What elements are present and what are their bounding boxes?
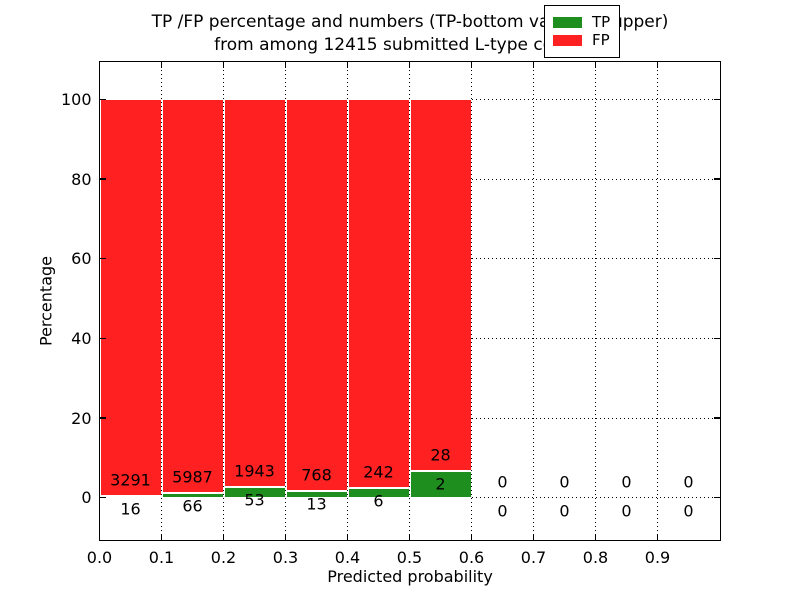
x-tick-mark-top	[98, 61, 101, 68]
y-tick-label: 80	[71, 169, 92, 189]
fp-count-label: 3291	[110, 470, 151, 490]
x-tick-mark	[346, 533, 349, 540]
x-tick-mark	[222, 533, 225, 540]
x-tick-mark	[656, 533, 659, 540]
gridline-v	[347, 61, 348, 540]
x-tick-mark	[594, 533, 597, 540]
tp-count-label: 66	[182, 496, 203, 516]
x-tick-mark	[98, 533, 101, 540]
fp-count-label: 242	[363, 462, 394, 482]
x-tick-mark-top	[408, 61, 411, 68]
gridline-v	[161, 61, 162, 540]
x-tick-mark-top	[470, 61, 473, 68]
fp-count-label: 0	[621, 472, 632, 492]
y-tick-label: 100	[60, 89, 92, 109]
x-tick-mark	[408, 533, 411, 540]
x-tick-mark	[470, 533, 473, 540]
chart-title-line1: TP /FP percentage and numbers (TP-bottom…	[151, 12, 669, 32]
legend: TP FP	[544, 5, 621, 58]
x-tick-mark-top	[160, 61, 163, 68]
x-tick-mark-top	[222, 61, 225, 68]
x-tick-label: 0.1	[148, 547, 175, 567]
fp-count-label: 28	[430, 445, 451, 465]
x-tick-mark	[160, 533, 163, 540]
bar-fp-segment	[285, 99, 348, 492]
x-tick-mark	[284, 533, 287, 540]
x-tick-mark-top	[656, 61, 659, 68]
y-tick-mark-left	[99, 178, 106, 180]
fp-count-label: 0	[497, 472, 508, 492]
x-tick-label: 0.9	[644, 547, 671, 567]
x-tick-label: 0.3	[272, 547, 299, 567]
x-tick-mark	[532, 533, 535, 540]
x-tick-label: 0.7	[520, 547, 547, 567]
y-tick-mark-left	[99, 98, 106, 100]
fp-count-label: 0	[683, 472, 694, 492]
tp-count-label: 0	[621, 501, 632, 521]
y-tick-label: 40	[71, 328, 92, 348]
tp-count-label: 0	[497, 501, 508, 521]
y-tick-mark-right	[713, 417, 720, 419]
x-tick-label: 0.5	[396, 547, 423, 567]
y-tick-mark-right	[713, 98, 720, 100]
chart-title: TP /FP percentage and numbers (TP-bottom…	[100, 11, 720, 57]
gridline-v	[223, 61, 224, 540]
y-tick-mark-left	[99, 337, 106, 339]
bar-fp-segment	[223, 99, 286, 488]
fp-legend-swatch	[553, 35, 582, 46]
tp-legend-label: TP	[592, 13, 611, 31]
y-tick-mark-right	[713, 178, 720, 180]
bar-fp-segment	[99, 99, 162, 496]
tp-count-label: 13	[306, 494, 327, 514]
x-tick-label: 0.2	[210, 547, 237, 567]
gridline-v	[409, 61, 410, 540]
legend-entry-fp: FP	[553, 33, 610, 48]
y-tick-mark-left	[99, 417, 106, 419]
fp-count-label: 1943	[234, 461, 275, 481]
x-tick-mark-top	[594, 61, 597, 68]
plot-area: 3291 16 5987 66 1943 53 768 13 242 6 28 2 0 0 0 0 0 0 0 0 0.…	[61, 60, 721, 567]
x-tick-label: 0.8	[582, 547, 609, 567]
x-tick-label: 0.0	[86, 547, 113, 567]
fp-count-label: 5987	[172, 467, 213, 487]
bar-tp-segment	[99, 495, 162, 499]
tp-count-label: 53	[244, 490, 265, 510]
tp-count-label: 0	[559, 501, 570, 521]
bar-tp-segment	[409, 471, 472, 498]
fp-count-label: 768	[301, 465, 332, 485]
bar-fp-segment	[409, 99, 472, 472]
y-tick-mark-right	[713, 497, 720, 499]
x-tick-label: 0.4	[334, 547, 361, 567]
x-tick-mark-top	[532, 61, 535, 68]
fp-count-label: 0	[559, 472, 570, 492]
bar-fp-segment	[347, 99, 410, 489]
chart-title-line2: from among 12415 submitted L-type contac…	[214, 35, 606, 55]
tp-count-label: 6	[373, 491, 384, 511]
gridline-v	[285, 61, 286, 540]
x-tick-mark-top	[346, 61, 349, 68]
x-tick-mark-top	[284, 61, 287, 68]
fp-legend-label: FP	[592, 31, 610, 49]
y-tick-mark-left	[99, 258, 106, 260]
gridline-v	[657, 61, 658, 540]
tp-count-label: 0	[683, 501, 694, 521]
y-tick-label: 0	[81, 488, 92, 508]
gridline-v	[595, 61, 596, 540]
gridline-v	[471, 61, 472, 540]
gridline-v	[533, 61, 534, 540]
y-tick-mark-right	[713, 337, 720, 339]
tp-count-label: 2	[435, 474, 446, 494]
bar-fp-segment	[161, 99, 224, 494]
y-tick-mark-left	[99, 497, 106, 499]
legend-entry-tp: TP	[553, 15, 610, 30]
tp-legend-swatch	[553, 17, 582, 28]
x-axis-label: Predicted probability	[327, 567, 493, 586]
y-tick-label: 20	[71, 408, 92, 428]
y-tick-mark-right	[713, 258, 720, 260]
y-tick-label: 60	[71, 249, 92, 269]
tp-count-label: 16	[120, 499, 141, 519]
x-tick-label: 0.6	[458, 547, 485, 567]
